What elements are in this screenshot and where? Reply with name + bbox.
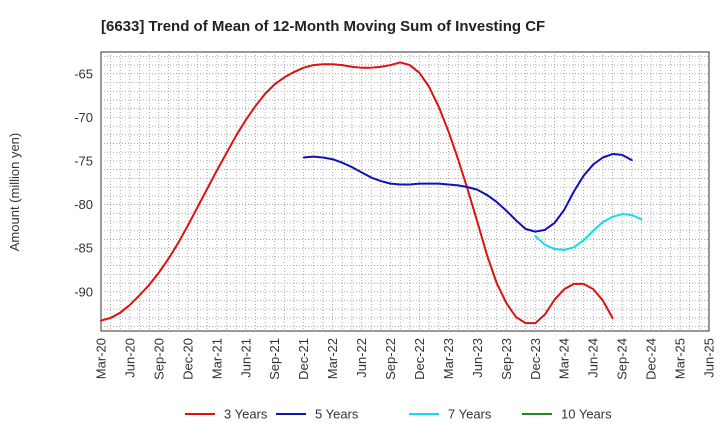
legend-label-5-years: 5 Years — [315, 407, 359, 422]
x-tick-label: Jun-25 — [702, 338, 717, 378]
y-tick-label: -80 — [74, 197, 93, 212]
y-tick-label: -65 — [74, 66, 93, 81]
x-tick-label: Dec-21 — [296, 338, 311, 380]
x-tick-label: Jun-22 — [354, 338, 369, 378]
x-axis: Mar-20 Jun-20 Sep-20 Dec-20 Mar-21 Jun-21 Sep-… — [94, 338, 717, 380]
x-tick-label: Sep-23 — [499, 338, 514, 380]
x-tick-label: Mar-20 — [94, 338, 109, 379]
x-tick-label: Sep-24 — [615, 338, 630, 380]
legend-label-7-years: 7 Years — [448, 407, 492, 422]
chart-title: [6633] Trend of Mean of 12-Month Moving … — [101, 18, 545, 35]
series-line-7-years — [534, 213, 643, 251]
x-tick-label: Dec-23 — [528, 338, 543, 380]
y-tick-label: -70 — [74, 110, 93, 125]
x-tick-label: Mar-21 — [209, 338, 224, 379]
x-tick-label: Sep-22 — [383, 338, 398, 380]
x-tick-label: Mar-23 — [441, 338, 456, 379]
x-tick-label: Jun-20 — [122, 338, 137, 378]
x-tick-label: Mar-24 — [557, 338, 572, 379]
grid-lines — [101, 52, 709, 331]
series-line-3-years — [100, 61, 614, 325]
series-lines — [100, 61, 643, 325]
y-axis: -65 -70 -75 -80 -85 -90 — [74, 66, 93, 299]
plot-background — [101, 52, 709, 331]
x-tick-label: Dec-24 — [644, 338, 659, 380]
x-tick-label: Mar-25 — [673, 338, 688, 379]
x-tick-label: Dec-22 — [412, 338, 427, 380]
plot-border — [100, 51, 710, 332]
x-tick-label: Dec-20 — [180, 338, 195, 380]
y-tick-label: -90 — [74, 284, 93, 299]
y-axis-label: Amount (million yen) — [7, 133, 22, 252]
legend-label-10-years: 10 Years — [561, 407, 612, 422]
series-line-5-years — [302, 153, 633, 233]
x-tick-label: Jun-23 — [470, 338, 485, 378]
x-tick-label: Sep-20 — [151, 338, 166, 380]
x-tick-label: Mar-22 — [325, 338, 340, 379]
legend: 3 Years 5 Years 7 Years 10 Years — [185, 407, 612, 422]
y-tick-label: -85 — [74, 241, 93, 256]
legend-label-3-years: 3 Years — [224, 407, 268, 422]
plot-area — [100, 51, 710, 332]
y-tick-label: -75 — [74, 153, 93, 168]
x-tick-label: Jun-21 — [238, 338, 253, 378]
x-tick-label: Sep-21 — [267, 338, 282, 380]
x-tick-label: Jun-24 — [586, 338, 601, 378]
